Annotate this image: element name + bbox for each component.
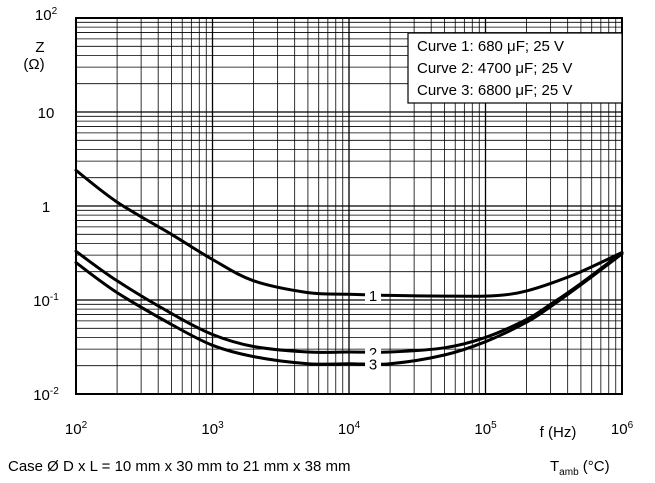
curve-label-3: 3 <box>369 357 377 374</box>
x-tick-label: 106 <box>611 420 634 438</box>
case-caption: Case Ø D x L = 10 mm x 30 mm to 21 mm x … <box>8 458 351 475</box>
x-tick-label: 103 <box>201 420 224 438</box>
plot-frame <box>75 17 623 395</box>
y-axis-unit: (Ω) <box>23 56 44 73</box>
x-tick-label: 104 <box>338 420 361 438</box>
tamb-caption: Tamb (°C) <box>550 458 610 478</box>
curve-label-1: 1 <box>369 288 377 305</box>
y-tick-label: 102 <box>35 6 58 24</box>
tamb-unit: (°C) <box>578 458 610 475</box>
x-tick-label: 102 <box>65 420 88 438</box>
x-axis-label: f (Hz) <box>540 424 577 441</box>
y-axis-label: Z <box>35 39 44 56</box>
tamb-subscript: amb <box>559 467 579 478</box>
legend: Curve 1: 680 μF; 25 V Curve 2: 4700 μF; … <box>407 32 623 104</box>
chart-curves: 1 23 <box>74 168 624 374</box>
legend-entry-curve-3: Curve 3: 6800 μF; 25 V <box>417 82 572 99</box>
legend-box <box>407 32 623 104</box>
curve-label-background <box>365 285 382 304</box>
y-tick-label: 10 <box>38 105 55 122</box>
y-tick-label: 1 <box>42 199 50 216</box>
y-tick-label: 10-1 <box>33 292 59 310</box>
curve-1 <box>74 168 624 298</box>
legend-entry-curve-2: Curve 2: 4700 μF; 25 V <box>417 60 572 77</box>
curve-label-2: 2 <box>369 345 377 362</box>
tamb-symbol: T <box>550 458 560 475</box>
chart-grid <box>75 18 622 395</box>
curve-label-background <box>365 354 382 373</box>
legend-entry-curve-1: Curve 1: 680 μF; 25 V <box>417 38 564 55</box>
x-tick-label: 105 <box>474 420 497 438</box>
tick-labels: 102 103 104 105 106 102 10 1 10-1 10-2 <box>33 6 633 438</box>
y-tick-label: 10-2 <box>33 386 59 404</box>
